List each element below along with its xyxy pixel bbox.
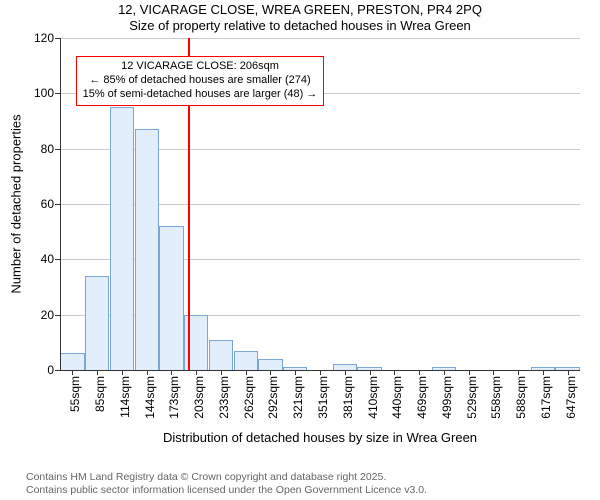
x-tick-label: 440sqm — [390, 376, 404, 419]
x-tick-label: 144sqm — [143, 376, 157, 419]
x-tick-label: 469sqm — [415, 376, 429, 419]
footer-line-1: Contains HM Land Registry data © Crown c… — [26, 471, 600, 485]
chart-title: 12, VICARAGE CLOSE, WREA GREEN, PRESTON,… — [0, 2, 600, 18]
x-tick-label: 381sqm — [341, 376, 355, 419]
footer-attribution: Contains HM Land Registry data © Crown c… — [0, 471, 600, 498]
annotation-line: 15% of semi-detached houses are larger (… — [83, 88, 318, 102]
x-tick-label: 114sqm — [118, 376, 132, 418]
x-tick-label: 558sqm — [489, 376, 503, 419]
histogram-bar — [159, 226, 183, 370]
histogram-bar — [85, 276, 109, 370]
histogram-bar — [209, 340, 233, 370]
histogram-bar — [110, 107, 134, 370]
x-tick-label: 617sqm — [539, 376, 553, 419]
chart-container: 12, VICARAGE CLOSE, WREA GREEN, PRESTON,… — [0, 0, 600, 500]
chart-subtitle: Size of property relative to detached ho… — [0, 18, 600, 34]
y-tick-label: 60 — [41, 197, 60, 211]
y-axis-line — [60, 38, 61, 370]
y-tick-label: 40 — [41, 252, 60, 266]
annotation-box: 12 VICARAGE CLOSE: 206sqm← 85% of detach… — [76, 56, 325, 105]
histogram-bar — [135, 129, 159, 370]
y-tick-label: 20 — [41, 308, 60, 322]
x-tick-label: 529sqm — [465, 376, 479, 419]
annotation-line: 12 VICARAGE CLOSE: 206sqm — [83, 60, 318, 74]
footer-line-2: Contains public sector information licen… — [26, 484, 600, 498]
histogram-bar — [234, 351, 258, 370]
y-tick-label: 0 — [47, 363, 60, 377]
x-tick-label: 173sqm — [167, 376, 181, 419]
x-tick-label: 203sqm — [192, 376, 206, 419]
x-tick-label: 410sqm — [366, 376, 380, 419]
x-tick-label: 262sqm — [242, 376, 256, 419]
x-tick-label: 292sqm — [266, 376, 280, 419]
histogram-bar — [60, 353, 84, 370]
grid-line — [60, 38, 580, 39]
y-tick-label: 80 — [41, 142, 60, 156]
x-tick-label: 233sqm — [217, 376, 231, 419]
x-tick-label: 55sqm — [68, 376, 82, 412]
x-axis-title: Distribution of detached houses by size … — [60, 430, 580, 445]
y-axis-title: Number of detached properties — [9, 114, 24, 293]
x-tick-label: 499sqm — [440, 376, 454, 419]
y-tick-label: 100 — [34, 86, 60, 100]
histogram-bar — [258, 359, 282, 370]
x-tick-label: 85sqm — [93, 376, 107, 412]
x-axis-line — [60, 370, 580, 371]
x-tick-label: 351sqm — [316, 376, 330, 419]
annotation-line: ← 85% of detached houses are smaller (27… — [83, 74, 318, 88]
y-tick-label: 120 — [34, 31, 60, 45]
x-tick-label: 647sqm — [564, 376, 578, 419]
x-tick-label: 321sqm — [291, 376, 305, 419]
plot-area: 02040608010012055sqm85sqm114sqm144sqm173… — [60, 38, 580, 370]
x-tick-label: 588sqm — [514, 376, 528, 419]
